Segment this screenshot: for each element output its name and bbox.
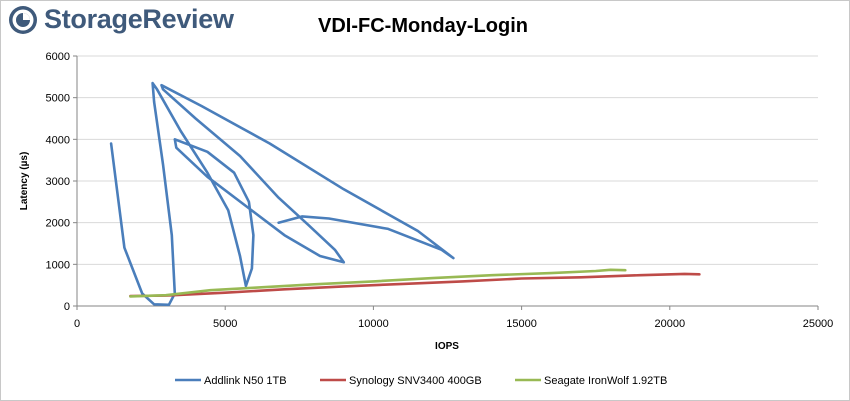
- y-tick-label-3: 3000: [46, 176, 70, 188]
- series-line-2: [129, 268, 627, 298]
- y-tick-label-2: 2000: [46, 218, 70, 230]
- storagereview-logo: StorageReview: [8, 4, 234, 35]
- legend: Addlink N50 1TB Synology SNV3400 400GB Sea…: [175, 375, 667, 387]
- x-tick-label-1: 5000: [213, 318, 237, 330]
- series-line-0: [109, 81, 455, 307]
- storagereview-logo-icon: [9, 5, 37, 34]
- x-tick-label-2: 10000: [358, 318, 389, 330]
- y-tick-label-0: 0: [64, 301, 70, 313]
- x-tick-label-3: 15000: [506, 318, 537, 330]
- x-tick-label-4: 20000: [655, 318, 686, 330]
- y-tick-label-1: 1000: [46, 259, 70, 271]
- axes: [73, 55, 819, 310]
- brand-name: StorageReview: [44, 4, 234, 34]
- legend-label-0: Addlink N50 1TB: [204, 375, 287, 387]
- y-tick-labels: 0 1000 2000 3000 4000 5000 6000: [46, 51, 70, 313]
- chart-title: VDI-FC-Monday-Login: [318, 15, 528, 37]
- x-axis-label: IOPS: [435, 341, 459, 352]
- legend-label-1: Synology SNV3400 400GB: [349, 375, 482, 387]
- y-tick-label-4: 4000: [46, 134, 70, 146]
- legend-label-2: Seagate IronWolf 1.92TB: [544, 375, 667, 387]
- x-tick-label-0: 0: [74, 318, 80, 330]
- y-tick-label-5: 5000: [46, 93, 70, 105]
- y-axis-label: Latency (µs): [19, 152, 30, 211]
- x-tick-labels: 0 5000 10000 15000 20000 25000: [74, 318, 833, 330]
- series-line-1: [129, 272, 701, 298]
- gridlines: [77, 55, 818, 265]
- series-lines: [109, 81, 701, 307]
- x-tick-label-5: 25000: [803, 318, 834, 330]
- y-tick-label-6: 6000: [46, 51, 70, 63]
